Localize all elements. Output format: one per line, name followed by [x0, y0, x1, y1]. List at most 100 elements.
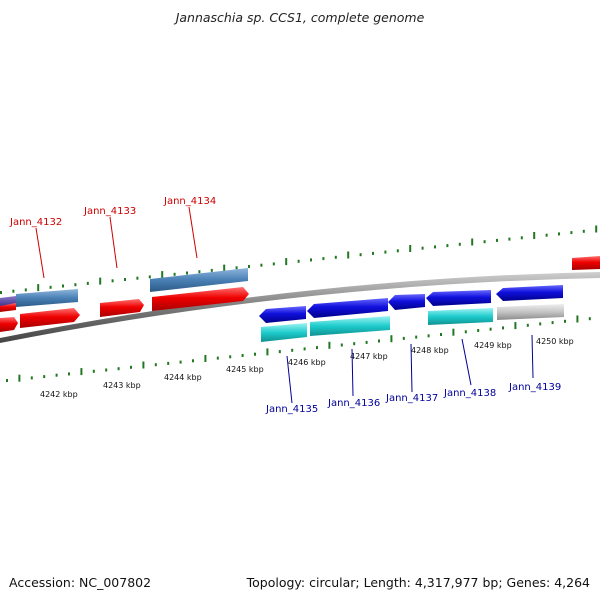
reverse-gene-arrow[interactable]	[388, 294, 425, 310]
gene-label-jann-4139[interactable]: Jann_4139	[508, 382, 561, 393]
cds-block[interactable]	[261, 323, 307, 342]
minor-tick	[310, 258, 312, 262]
major-tick	[409, 245, 412, 252]
leader-line	[351, 348, 354, 397]
topology-text: Topology: circular; Length: 4,317,977 bp…	[246, 575, 590, 590]
reverse-gene-arrow[interactable]	[426, 290, 491, 306]
minor-tick	[297, 259, 300, 263]
leader-line	[410, 343, 413, 393]
gene-label-jann-4136[interactable]: Jann_4136	[327, 398, 380, 409]
major-tick	[18, 374, 21, 382]
kbp-labels: 4242 kbp 4243 kbp 4244 kbp 4245 kbp 4246…	[40, 337, 574, 399]
gene-label-jann-4133[interactable]: Jann_4133	[83, 206, 136, 217]
forward-gene-arrow[interactable]	[572, 256, 600, 270]
cds-block[interactable]	[150, 268, 248, 292]
forward-gene-arrow[interactable]	[20, 308, 80, 328]
gene-label-jann-4135[interactable]: Jann_4135	[265, 404, 318, 415]
minor-tick	[167, 361, 170, 365]
major-tick	[595, 225, 598, 233]
reverse-gene-arrow[interactable]	[259, 306, 306, 323]
kbp-label: 4244 kbp	[164, 373, 202, 382]
minor-tick	[291, 348, 294, 352]
major-tick	[161, 271, 164, 279]
major-tick	[99, 277, 102, 285]
gene-label-jann-4132[interactable]: Jann_4132	[9, 217, 62, 228]
minor-tick	[464, 330, 467, 334]
reverse-gene-arrow[interactable]	[496, 285, 563, 301]
minor-tick	[434, 245, 436, 249]
reverse-gene-arrow[interactable]	[307, 298, 388, 318]
leader-line	[35, 227, 45, 279]
major-tick	[204, 355, 207, 362]
minor-tick	[105, 368, 108, 372]
kbp-label: 4246 kbp	[288, 358, 326, 367]
minor-tick	[415, 335, 418, 339]
pseudo-block[interactable]	[497, 304, 564, 320]
leader-line	[286, 355, 293, 404]
minor-tick	[582, 229, 585, 233]
major-tick	[576, 315, 579, 323]
minor-tick	[55, 373, 58, 377]
minor-tick	[520, 236, 523, 240]
forward-tick-row	[0, 225, 598, 294]
forward-gene-arrow[interactable]	[0, 303, 16, 312]
accession-text: Accession: NC_007802	[9, 575, 152, 590]
minor-tick	[92, 369, 95, 373]
cds-block[interactable]	[310, 316, 390, 336]
minor-tick	[316, 346, 318, 350]
gene-label-jann-4134[interactable]: Jann_4134	[163, 196, 216, 207]
major-tick	[390, 335, 393, 343]
gene-label-jann-4138[interactable]: Jann_4138	[443, 388, 496, 399]
genome-backbone	[0, 272, 600, 343]
minor-tick	[235, 266, 238, 270]
major-tick	[285, 258, 288, 266]
minor-tick	[24, 288, 27, 292]
major-tick	[452, 328, 455, 336]
minor-tick	[186, 271, 188, 275]
minor-tick	[229, 355, 232, 359]
minor-tick	[0, 291, 2, 294]
forward-strand-features	[0, 256, 600, 332]
minor-tick	[86, 281, 89, 285]
cds-block[interactable]	[16, 289, 78, 307]
minor-tick	[68, 372, 70, 376]
kbp-label: 4248 kbp	[411, 346, 449, 355]
minor-tick	[322, 257, 325, 261]
cds-block[interactable]	[428, 308, 493, 325]
gene-label-jann-4137[interactable]: Jann_4137	[385, 393, 438, 404]
minor-tick	[458, 242, 461, 246]
minor-tick	[334, 255, 337, 259]
minor-tick	[508, 237, 511, 241]
minor-tick	[570, 231, 573, 235]
minor-tick	[216, 356, 219, 360]
minor-tick	[340, 343, 343, 347]
minor-tick	[12, 289, 15, 293]
leader-line	[109, 216, 118, 269]
minor-tick	[49, 285, 52, 289]
minor-tick	[427, 334, 430, 338]
minor-tick	[539, 322, 542, 326]
minor-tick	[278, 350, 281, 354]
forward-gene-arrow[interactable]	[100, 299, 144, 317]
minor-tick	[130, 365, 132, 369]
minor-tick	[111, 279, 114, 283]
major-tick	[142, 361, 145, 369]
minor-tick	[117, 367, 120, 371]
minor-tick	[353, 342, 356, 346]
minor-tick	[74, 283, 77, 287]
reverse-tick-row	[6, 315, 591, 382]
forward-gene-arrow[interactable]	[152, 287, 249, 311]
minor-tick	[272, 262, 275, 266]
major-tick	[223, 264, 226, 272]
minor-tick	[241, 354, 244, 357]
major-tick	[328, 341, 331, 349]
minor-tick	[179, 360, 182, 364]
minor-tick	[148, 275, 151, 279]
reverse-strand-features	[259, 285, 564, 342]
kbp-label: 4243 kbp	[103, 381, 141, 390]
reverse-gene-labels: Jann_4135 Jann_4136 Jann_4137 Jann_4138 …	[265, 334, 561, 415]
major-tick	[533, 232, 536, 239]
forward-gene-arrow[interactable]	[0, 317, 18, 332]
leader-line	[531, 334, 534, 379]
